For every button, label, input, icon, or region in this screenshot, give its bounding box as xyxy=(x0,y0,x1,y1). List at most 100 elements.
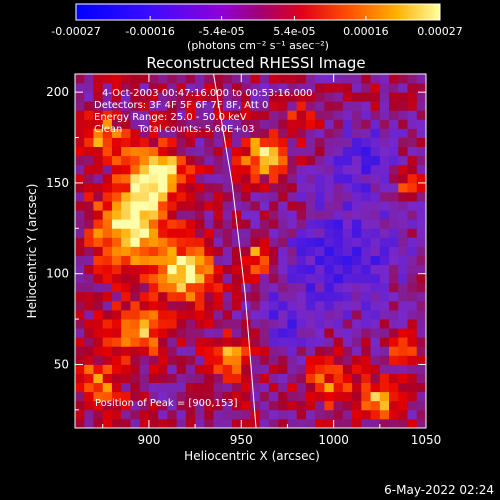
heatmap-cell xyxy=(315,246,325,256)
heatmap-cell xyxy=(167,137,178,148)
heatmap-cell xyxy=(342,110,353,120)
heatmap-cell xyxy=(232,237,242,247)
heatmap-cell xyxy=(370,391,381,402)
heatmap-cell xyxy=(111,146,122,157)
heatmap-cell xyxy=(232,246,242,256)
heatmap-cell xyxy=(370,110,381,120)
heatmap-cell xyxy=(176,282,187,293)
colorbar: -0.00027 -0.00016 -5.4e-05 5.4e-05 0.00016 0.… xyxy=(51,3,463,52)
heatmap-cell xyxy=(111,364,122,374)
peak-position: Position of Peak = [900,153] xyxy=(95,398,238,409)
heatmap-cell xyxy=(324,201,335,211)
heatmap-cell xyxy=(398,364,408,374)
heatmap-cell xyxy=(84,400,94,411)
heatmap-cell xyxy=(158,74,168,84)
colorbar-tick-label: -0.00016 xyxy=(125,25,174,38)
heatmap-cell xyxy=(204,92,214,102)
heatmap-cell xyxy=(167,74,178,84)
heatmap-cell xyxy=(305,291,316,302)
heatmap-cell xyxy=(121,300,131,311)
heatmap-cell xyxy=(232,182,242,193)
heatmap-cell xyxy=(75,382,85,393)
colorbar-unit: (photons cm⁻² s⁻¹ asec⁻²) xyxy=(187,39,329,52)
heatmap-cell xyxy=(324,101,335,111)
heatmap-cell xyxy=(416,173,427,184)
heatmap-cell xyxy=(296,201,307,211)
heatmap-cell xyxy=(416,119,427,129)
heatmap-cell xyxy=(324,128,335,138)
heatmap-cell xyxy=(278,83,288,93)
heatmap-cell xyxy=(268,201,279,211)
heatmap-cell xyxy=(121,128,131,138)
heatmap-cell xyxy=(93,92,104,102)
heatmap-cell xyxy=(315,418,325,429)
heatmap-cell xyxy=(370,237,381,247)
heatmap-cell xyxy=(250,373,261,384)
heatmap-cell xyxy=(139,182,150,193)
heatmap-cell xyxy=(305,74,316,84)
heatmap-cell xyxy=(407,346,418,356)
heatmap-cell xyxy=(259,228,270,238)
heatmap-cell xyxy=(389,391,399,402)
heatmap-cell xyxy=(111,137,122,148)
heatmap-cell xyxy=(324,92,335,102)
heatmap-cell xyxy=(204,173,214,184)
heatmap-cell xyxy=(287,128,298,138)
heatmap-cell xyxy=(379,364,390,374)
heatmap-cell xyxy=(130,173,141,184)
heatmap-cell xyxy=(195,83,205,93)
heatmap-cell xyxy=(185,391,196,402)
heatmap-cell xyxy=(241,282,251,293)
heatmap-cell xyxy=(213,228,224,238)
heatmap-cell xyxy=(398,273,408,284)
heatmap-cell xyxy=(75,264,85,275)
heatmap-cell xyxy=(158,291,168,302)
heatmap-cell xyxy=(287,319,298,329)
heatmap-cell xyxy=(93,264,104,275)
heatmap-cell xyxy=(93,219,104,229)
heatmap-cell xyxy=(232,364,242,374)
heatmap-cell xyxy=(324,246,335,256)
colorbar-tick-label: -5.4e-05 xyxy=(198,25,244,38)
heatmap-cell xyxy=(139,210,150,220)
heatmap-cell xyxy=(278,128,288,138)
heatmap-cell xyxy=(370,192,381,202)
heatmap-cell xyxy=(389,373,399,384)
heatmap-cell xyxy=(259,101,270,111)
heatmap-cell xyxy=(213,155,224,166)
heatmap-cell xyxy=(121,246,131,256)
heatmap-cell xyxy=(324,337,335,347)
heatmap-cell xyxy=(315,282,325,293)
heatmap-cell xyxy=(111,273,122,284)
heatmap-cell xyxy=(204,119,214,129)
heatmap-cell xyxy=(278,328,288,338)
heatmap-cell xyxy=(167,237,178,247)
heatmap-cell xyxy=(185,164,196,175)
heatmap-cell xyxy=(213,382,224,393)
heatmap-cell xyxy=(204,146,214,157)
heatmap-cell xyxy=(296,164,307,175)
heatmap-cell xyxy=(111,355,122,365)
heatmap-cell xyxy=(232,228,242,238)
heatmap-cell xyxy=(287,192,298,202)
heatmap-cell xyxy=(324,155,335,166)
heatmap-cell xyxy=(185,228,196,238)
heatmap-cell xyxy=(93,364,104,374)
heatmap-cell xyxy=(287,210,298,220)
heatmap-cell xyxy=(176,337,187,347)
heatmap-cell xyxy=(241,219,251,229)
heatmap-cell xyxy=(296,173,307,184)
heatmap-cell xyxy=(250,382,261,393)
heatmap-cell xyxy=(278,219,288,229)
heatmap-cell xyxy=(324,137,335,148)
heatmap-cell xyxy=(148,255,159,266)
heatmap-cell xyxy=(407,355,418,365)
heatmap-cell xyxy=(379,328,390,338)
heatmap-cell xyxy=(204,228,214,238)
heatmap-cell xyxy=(379,83,390,93)
heatmap-cell xyxy=(75,246,85,256)
heatmap-cell xyxy=(268,400,279,411)
heatmap-cell xyxy=(370,255,381,266)
heatmap-cell xyxy=(352,74,362,84)
heatmap-cell xyxy=(278,310,288,320)
